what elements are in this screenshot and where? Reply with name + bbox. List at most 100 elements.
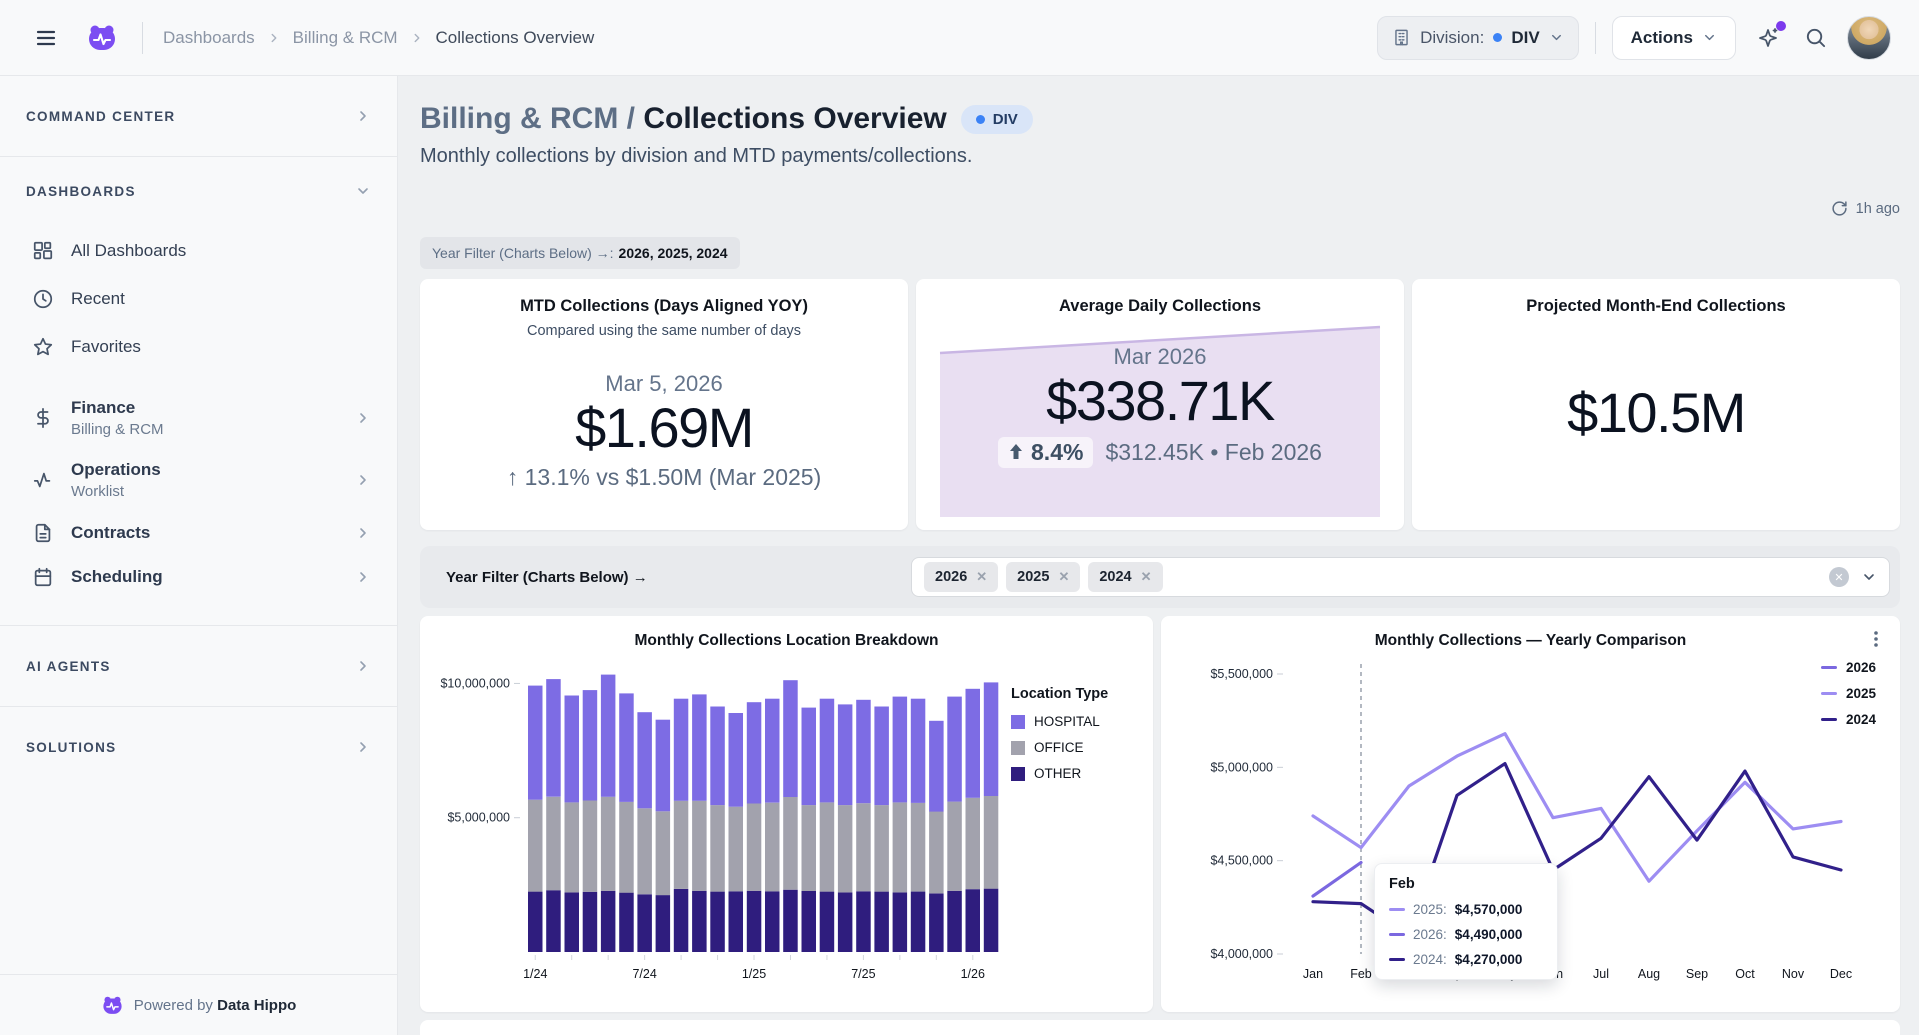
- svg-text:$4,000,000: $4,000,000: [1210, 947, 1273, 961]
- sidebar-item-finance[interactable]: Finance Billing & RCM: [0, 387, 397, 449]
- breadcrumb-billing-rcm[interactable]: Billing & RCM: [293, 28, 398, 48]
- tooltip-series-value: $4,270,000: [1455, 952, 1523, 967]
- year-filter-summary-chip: Year Filter (Charts Below) →: 2026, 2025…: [420, 237, 740, 269]
- filter-summary-label: Year Filter (Charts Below) →:: [432, 245, 614, 261]
- tooltip-series-value: $4,570,000: [1455, 902, 1523, 917]
- activity-icon: [32, 469, 54, 491]
- chevron-right-icon: [355, 569, 371, 585]
- svg-text:Jul: Jul: [1593, 967, 1609, 981]
- dollar-icon: [32, 407, 54, 429]
- building-icon: [1392, 28, 1411, 47]
- year-chip-2025[interactable]: 2025 ✕: [1006, 562, 1080, 592]
- sidebar-item-recent[interactable]: Recent: [0, 275, 397, 323]
- svg-text:1/25: 1/25: [742, 967, 766, 981]
- actions-label: Actions: [1631, 28, 1693, 48]
- sidebar-item-all-dashboards[interactable]: All Dashboards: [0, 227, 397, 275]
- hamburger-menu-button[interactable]: [30, 22, 62, 54]
- sidebar-section-solutions[interactable]: SOLUTIONS: [0, 707, 397, 787]
- badge-label: DIV: [993, 111, 1018, 128]
- sidebar: COMMAND CENTER DASHBOARDS All Dashboards…: [0, 76, 398, 1035]
- refresh-timestamp: 1h ago: [1856, 201, 1900, 217]
- user-avatar[interactable]: [1847, 16, 1891, 60]
- kpi-row: MTD Collections (Days Aligned YOY) Compa…: [420, 279, 1900, 530]
- remove-chip-icon[interactable]: ✕: [1141, 569, 1152, 585]
- legend-dash: [1821, 666, 1837, 670]
- hippo-logo-icon: [86, 23, 118, 53]
- svg-text:Jan: Jan: [1303, 967, 1323, 981]
- legend-item-other[interactable]: OTHER: [1011, 766, 1141, 781]
- delta-percent: 8.4%: [1031, 439, 1083, 466]
- svg-text:1/26: 1/26: [961, 967, 985, 981]
- sidebar-item-operations[interactable]: Operations Worklist: [0, 449, 397, 511]
- chevron-down-icon: [1549, 30, 1564, 45]
- notification-dot: [1776, 21, 1786, 31]
- arrow-up-icon: [1008, 443, 1024, 461]
- year-chip-2024[interactable]: 2024 ✕: [1088, 562, 1162, 592]
- sidebar-item-favorites[interactable]: Favorites: [0, 323, 397, 371]
- year-chip-2026[interactable]: 2026 ✕: [924, 562, 998, 592]
- remove-chip-icon[interactable]: ✕: [976, 569, 987, 585]
- breadcrumb-dashboards[interactable]: Dashboards: [163, 28, 255, 48]
- division-selector[interactable]: Division: DIV: [1377, 16, 1579, 60]
- sidebar-item-contracts[interactable]: Contracts: [0, 511, 397, 555]
- top-bar: Dashboards Billing & RCM Collections Ove…: [0, 0, 1919, 76]
- sidebar-item-scheduling[interactable]: Scheduling: [0, 555, 397, 599]
- charts-row: Monthly Collections Location Breakdown $…: [420, 616, 1900, 1012]
- legend-dash: [1821, 692, 1837, 696]
- ai-assistant-button[interactable]: [1752, 22, 1784, 54]
- clear-all-icon[interactable]: ✕: [1829, 567, 1849, 587]
- legend-label: OFFICE: [1034, 740, 1084, 755]
- legend-swatch: [1011, 767, 1025, 781]
- calendar-icon: [32, 566, 54, 588]
- sidebar-section-dashboards[interactable]: DASHBOARDS: [0, 157, 397, 225]
- sidebar-section-ai-agents[interactable]: AI AGENTS: [0, 626, 397, 706]
- division-badge: DIV: [961, 105, 1033, 134]
- kpi-card-mtd-collections: MTD Collections (Days Aligned YOY) Compa…: [420, 279, 908, 530]
- tooltip-row: 2025: $4,570,000: [1389, 902, 1543, 917]
- search-button[interactable]: [1800, 22, 1831, 53]
- svg-text:7/25: 7/25: [851, 967, 875, 981]
- module-sublabel: Worklist: [71, 483, 338, 500]
- chevron-down-icon[interactable]: [1861, 569, 1877, 585]
- chart-card-yearly-comparison: Monthly Collections — Yearly Comparison …: [1161, 616, 1900, 1012]
- powered-by-label: Powered by: [134, 997, 213, 1014]
- year-filter-label: Year Filter (Charts Below) →: [446, 569, 648, 586]
- chevron-right-icon: [355, 525, 371, 541]
- chevron-right-icon: [355, 658, 371, 674]
- chart-menu-button[interactable]: [1862, 624, 1890, 657]
- hamburger-icon: [34, 26, 58, 50]
- delta-context: $312.45K • Feb 2026: [1105, 439, 1322, 466]
- tooltip-row: 2026: $4,490,000: [1389, 927, 1543, 942]
- star-icon: [32, 336, 54, 358]
- remove-chip-icon[interactable]: ✕: [1058, 569, 1069, 585]
- sidebar-section-command-center[interactable]: COMMAND CENTER: [0, 76, 397, 156]
- tooltip-row: 2024: $4,270,000: [1389, 952, 1543, 967]
- delta-badge: 8.4%: [998, 437, 1093, 468]
- app-logo[interactable]: [82, 19, 122, 57]
- legend-label: HOSPITAL: [1034, 714, 1100, 729]
- kpi-delta: ↑ 13.1% vs $1.50M (Mar 2025): [444, 464, 884, 491]
- legend-item-2026[interactable]: 2026: [1821, 660, 1876, 675]
- chevron-right-icon: [355, 108, 371, 124]
- chip-label: 2025: [1017, 569, 1049, 585]
- ai-agents-label: AI AGENTS: [26, 659, 111, 674]
- stacked-bar-chart[interactable]: $5,000,000$10,000,0001/247/241/257/251/2…: [432, 652, 1011, 998]
- refresh-icon[interactable]: [1831, 200, 1848, 217]
- tooltip-series-label: 2025:: [1413, 902, 1447, 917]
- module-label: Operations: [71, 460, 338, 480]
- header-divider: [1595, 22, 1596, 54]
- legend-item-2024[interactable]: 2024: [1821, 712, 1876, 727]
- tooltip-series-label: 2024:: [1413, 952, 1447, 967]
- actions-button[interactable]: Actions: [1612, 16, 1736, 60]
- legend-swatch: [1011, 715, 1025, 729]
- refresh-indicator: 1h ago: [420, 200, 1900, 217]
- svg-text:Nov: Nov: [1782, 967, 1805, 981]
- year-multiselect[interactable]: 2026 ✕ 2025 ✕ 2024 ✕ ✕: [911, 557, 1890, 597]
- legend-item-office[interactable]: OFFICE: [1011, 740, 1141, 755]
- legend-item-2025[interactable]: 2025: [1821, 686, 1876, 701]
- chevron-right-icon: [267, 31, 281, 45]
- hippo-logo-icon: [101, 995, 124, 1016]
- legend-label: 2026: [1846, 660, 1876, 675]
- division-value: DIV: [1511, 28, 1539, 48]
- legend-item-hospital[interactable]: HOSPITAL: [1011, 714, 1141, 729]
